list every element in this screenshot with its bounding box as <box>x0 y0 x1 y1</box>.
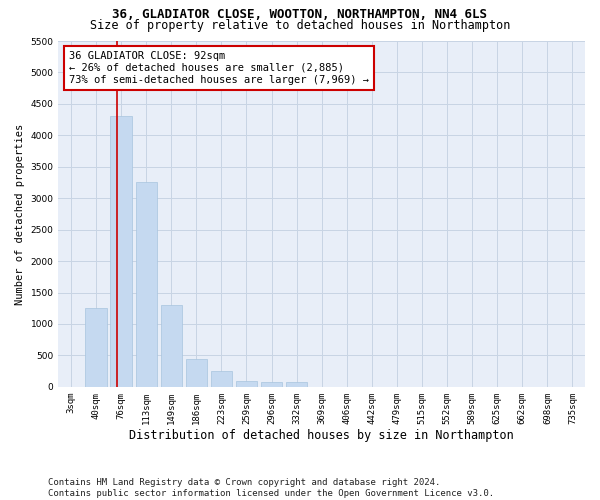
Bar <box>185 358 207 387</box>
Bar <box>286 382 307 387</box>
Bar <box>136 182 157 387</box>
Y-axis label: Number of detached properties: Number of detached properties <box>15 124 25 304</box>
Bar <box>261 382 282 387</box>
Text: Size of property relative to detached houses in Northampton: Size of property relative to detached ho… <box>90 18 510 32</box>
Text: 36, GLADIATOR CLOSE, WOOTTON, NORTHAMPTON, NN4 6LS: 36, GLADIATOR CLOSE, WOOTTON, NORTHAMPTO… <box>113 8 487 20</box>
X-axis label: Distribution of detached houses by size in Northampton: Distribution of detached houses by size … <box>130 430 514 442</box>
Bar <box>110 116 132 387</box>
Text: 36 GLADIATOR CLOSE: 92sqm
← 26% of detached houses are smaller (2,885)
73% of se: 36 GLADIATOR CLOSE: 92sqm ← 26% of detac… <box>69 52 369 84</box>
Bar <box>161 305 182 387</box>
Bar <box>211 371 232 387</box>
Text: Contains HM Land Registry data © Crown copyright and database right 2024.
Contai: Contains HM Land Registry data © Crown c… <box>48 478 494 498</box>
Bar <box>236 380 257 387</box>
Bar <box>85 308 107 387</box>
